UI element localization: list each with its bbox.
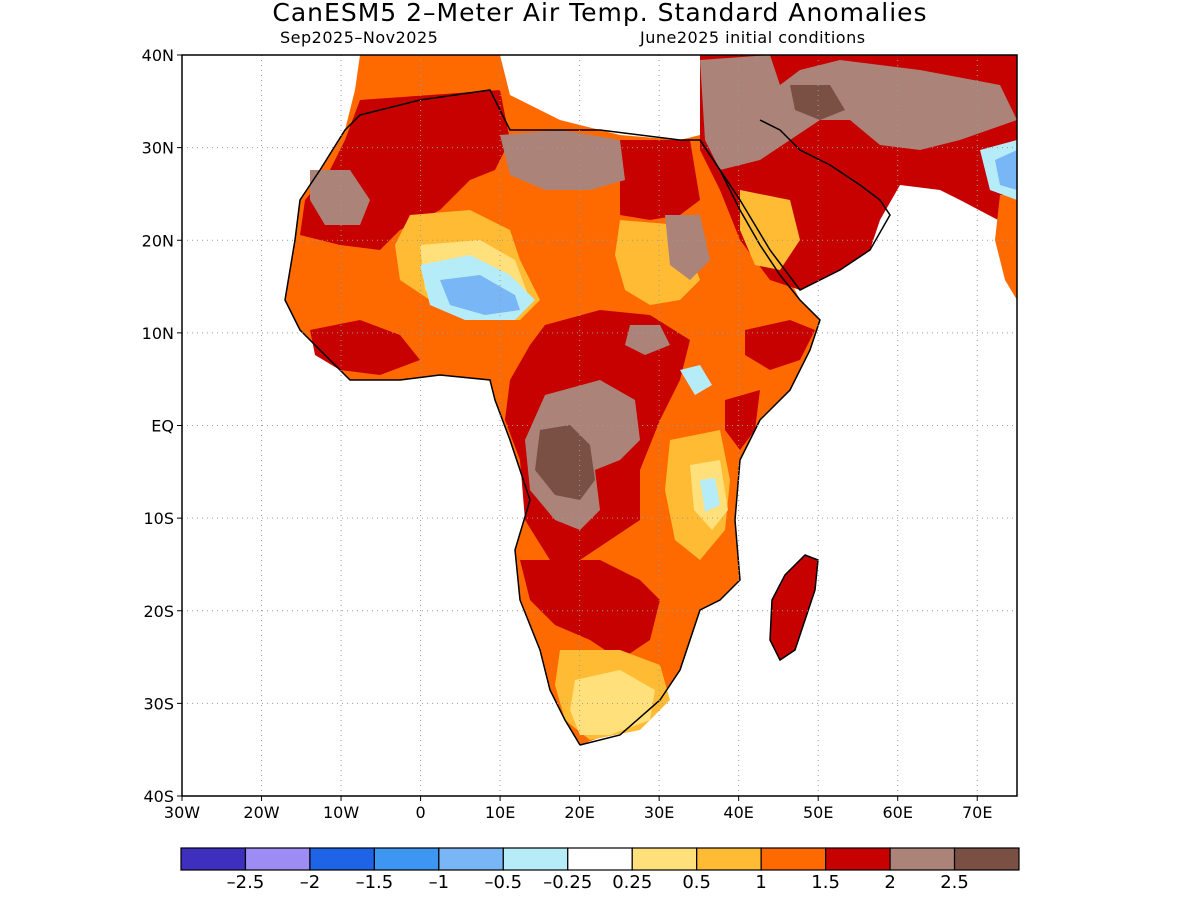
field-dark-red-west [310,320,420,375]
colorbar-label: –2.5 [227,872,265,893]
colorbar-swatch [180,847,247,871]
colorbar-swatch [889,847,956,871]
lon-label: 70E [962,803,992,822]
field-mid-blue-pakistan [995,150,1017,190]
lon-label: 30W [164,803,200,822]
coastlines [284,89,891,746]
colorbar [180,847,1020,871]
colorbar-label: –1 [429,872,449,893]
colorbar-label: 2.5 [940,872,969,893]
colorbar-swatch [631,847,698,871]
lat-label: 20N [142,231,174,250]
lon-label: 20E [564,803,594,822]
lon-label: 10W [323,803,359,822]
lat-label: EQ [151,417,174,436]
madagascar-field [770,555,818,660]
colorbar-swatch [953,847,1020,871]
colorbar-label: 0.25 [612,872,652,893]
map-fields [285,55,1017,745]
initial-conditions: June2025 initial conditions [640,28,866,47]
colorbar-label: 2 [884,872,895,893]
field-dark-red-egypt [620,140,700,220]
lat-label: 20S [143,602,174,621]
field-dark-red-kenya [725,390,760,450]
lon-label: 40E [723,803,753,822]
lon-label: 30E [644,803,674,822]
lat-label: 10S [143,509,174,528]
india-field [995,195,1017,300]
lat-label: 30S [143,694,174,713]
colorbar-label: –0.25 [543,872,592,893]
field-light-blue-east [680,365,712,395]
field-brown-mauritania [310,170,370,225]
field-dark-brown-congo [535,425,595,500]
colorbar-swatch [567,847,633,871]
colorbar-labels: –2.5 –2 –1.5 –1 –0.5 –0.25 0.25 0.5 1 1.5 2 2.5 [227,872,969,893]
field-yellow-south [570,670,655,735]
colorbar-swatch [244,847,311,871]
colorbar-label: –1.5 [356,872,394,893]
latitude-labels: 40N 30N 20N 10N EQ 10S 20S 30S 40S [142,46,174,806]
field-brown-middle-east [700,55,1017,170]
colorbar-swatch [373,847,440,871]
lat-label: 40S [143,787,174,806]
map-title: CanESM5 2–Meter Air Temp. Standard Anoma… [272,0,928,27]
arabia-coastline [699,119,891,291]
lat-label: 40N [142,46,174,65]
colorbar-label: 1.5 [811,872,840,893]
field-dark-red-south [520,560,660,660]
lat-label: 30N [142,139,174,158]
field-brown-sudan [665,215,710,280]
lon-label: 20W [243,803,279,822]
forecast-period: Sep2025–Nov2025 [280,28,439,47]
lon-label: 10E [485,803,515,822]
colorbar-swatch [438,847,504,871]
colorbar-swatch [309,847,375,871]
field-orange-arabia [740,190,800,270]
madagascar-coastline [769,554,819,662]
lat-label: 10N [142,324,174,343]
gridlines [182,55,1017,796]
colorbar-swatch [760,847,827,871]
colorbar-label: 0.5 [682,872,711,893]
lon-label: 0 [415,803,425,822]
field-dark-brown-iran [790,85,845,120]
axis-ticks [177,54,978,801]
field-brown-sudan-south [625,325,670,355]
lon-label: 50E [803,803,833,822]
colorbar-swatch [825,847,891,871]
lon-label: 60E [882,803,912,822]
colorbar-swatch [696,847,762,871]
longitude-labels: 30W 20W 10W 0 10E 20E 30E 40E 50E 60E 70E [164,803,993,822]
colorbar-label: –0.5 [484,872,522,893]
colorbar-swatch [502,847,569,871]
field-light-blue-lake [700,478,720,512]
colorbar-label: 1 [755,872,766,893]
field-brown-libya [500,130,625,190]
colorbar-label: –2 [300,872,320,893]
